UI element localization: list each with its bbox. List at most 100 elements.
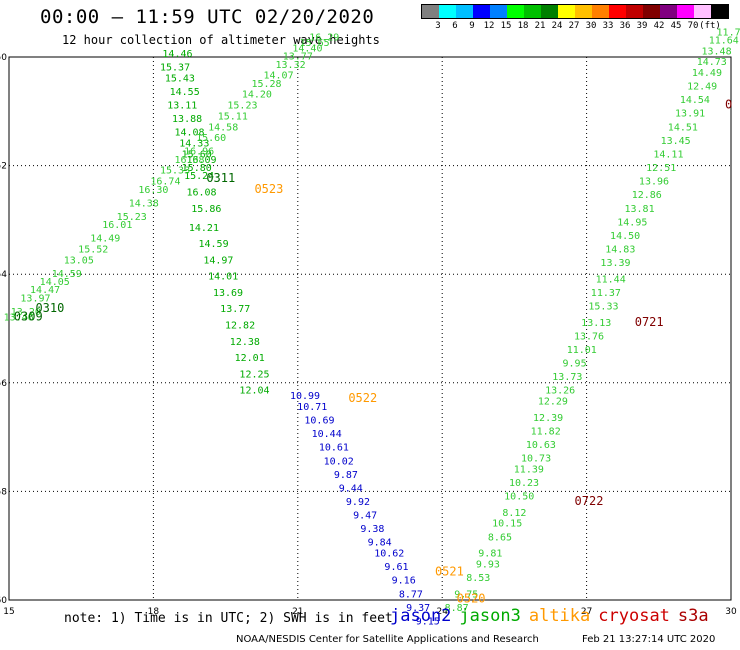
wave-height-value: 10.02	[324, 456, 354, 467]
legend-label: 12	[483, 21, 495, 31]
wave-height-value: 15.86	[191, 204, 221, 215]
wave-height-value: 14.20	[242, 90, 272, 101]
wave-height-value: 9.81	[478, 549, 502, 560]
wave-height-value: 16.08	[186, 187, 216, 198]
legend-swatch	[660, 5, 677, 18]
legend-swatch	[524, 5, 541, 18]
wave-height-value: 11.7	[717, 27, 740, 38]
x-tick-label: 15	[3, 607, 14, 617]
wave-height-value: 13.45	[661, 136, 691, 147]
legend-swatch	[541, 5, 558, 18]
y-tick-label: -50	[0, 53, 7, 63]
satellite-name: s3a	[677, 606, 709, 626]
legend-label: 3	[435, 21, 441, 31]
credit-line: NOAA/NESDIS Center for Satellite Applica…	[236, 634, 539, 645]
wave-height-value: 13.91	[675, 109, 705, 120]
wave-height-value: 9.44	[339, 483, 363, 494]
wave-height-value: 16.30	[138, 185, 168, 196]
track-label: 0522	[348, 391, 377, 405]
legend-label: 24	[551, 21, 563, 31]
wave-height-value: 12.04	[239, 386, 269, 397]
generated-timestamp: Feb 21 13:27:14 UTC 2020	[582, 634, 716, 645]
wave-height-value: 9.75	[454, 589, 478, 600]
satellite-name: altika	[528, 606, 591, 626]
wave-height-value: 9.84	[368, 538, 392, 549]
wave-height-value: 16.29	[309, 33, 339, 44]
wave-height-value: 10.73	[521, 454, 551, 465]
wave-height-value: 14.73	[697, 57, 727, 68]
wave-height-value: 13.26	[545, 386, 575, 397]
wave-height-value: 14.01	[208, 272, 238, 283]
wave-height-value: 13.69	[213, 288, 243, 299]
wave-height-value: 9.95	[563, 359, 587, 370]
y-tick-label: -54	[0, 270, 7, 280]
wave-height-value: 15.43	[165, 73, 195, 84]
track-label: 0311	[206, 171, 235, 185]
x-tick-label: 21	[292, 607, 303, 617]
satellite-name: jason2	[390, 606, 452, 626]
wave-height-value: 15.23	[227, 101, 257, 112]
legend-swatch	[609, 5, 626, 18]
wave-height-value: 14.05	[40, 277, 70, 288]
legend-label: 27	[568, 21, 580, 31]
wave-height-value: 12.82	[225, 321, 255, 332]
y-tick-label: -56	[0, 379, 7, 389]
wave-height-value: 16.96	[184, 147, 214, 158]
chart-title: 00:00 – 11:59 UTC 02/20/2020	[40, 6, 375, 28]
legend-swatch	[456, 5, 473, 18]
track-label: 0	[725, 98, 732, 112]
x-tick-label: 18	[148, 607, 160, 617]
wave-height-value: 16.01	[102, 220, 132, 231]
legend-label: 21	[534, 21, 546, 31]
wave-height-value: 11.82	[531, 426, 561, 437]
wave-height-value: 13.13	[581, 318, 611, 329]
y-tick-label: -52	[0, 162, 7, 172]
legend-label: 30	[585, 21, 597, 31]
plot-frame	[8, 56, 732, 601]
legend-swatch	[575, 5, 592, 18]
wave-height-value: 12.25	[239, 369, 269, 380]
legend-swatch	[677, 5, 694, 18]
wave-height-value: 14.51	[668, 122, 698, 133]
legend-labels: 3 6 9 12 15 18 21 24 27 30 33 36 39 42 45 70 (ft)	[421, 19, 729, 33]
wave-height-value: 13.81	[624, 204, 654, 215]
wave-height-value: 15.80	[182, 163, 212, 174]
wave-height-value: 12.39	[533, 413, 563, 424]
legend-swatch	[507, 5, 524, 18]
track-label: 0309	[14, 309, 43, 323]
wave-height-value: 13.76	[574, 331, 604, 342]
x-tick-label: 27	[581, 607, 592, 617]
wave-height-value: 8.12	[502, 508, 526, 519]
wave-height-value: 8.65	[488, 532, 512, 543]
wave-height-value: 15.24	[184, 171, 214, 182]
wave-height-value: 13.05	[64, 255, 94, 266]
wave-height-value: 14.50	[610, 231, 640, 242]
wave-height-value: 14.59	[52, 269, 82, 280]
wave-height-value: 9.92	[346, 497, 370, 508]
legend-swatch	[626, 5, 643, 18]
x-tick-label: 30	[725, 607, 737, 617]
wave-height-value: 8.77	[399, 589, 423, 600]
wave-height-value: 14.55	[170, 87, 200, 98]
legend-label: 6	[452, 21, 458, 31]
wave-height-value: 10.69	[304, 416, 334, 427]
wave-height-value: 14.33	[179, 139, 209, 150]
wave-height-value: 13.73	[552, 372, 582, 383]
legend-label: 39	[636, 21, 648, 31]
wave-height-value: 9.61	[384, 562, 408, 573]
wave-height-value: 16.09	[186, 155, 216, 166]
track-label: 0310	[35, 301, 64, 315]
legend-swatch	[422, 5, 439, 18]
wave-height-value: 14.59	[199, 239, 229, 250]
wave-height-value: 13.88	[172, 114, 202, 125]
wave-height-value: 14.21	[189, 223, 219, 234]
wave-height-value: 14.95	[617, 217, 647, 228]
wave-height-value: 9.93	[476, 559, 500, 570]
wave-height-value: 8.87	[445, 603, 469, 614]
wave-height-value: 12.38	[230, 337, 260, 348]
legend-swatch	[711, 5, 728, 18]
wave-height-value: 9.38	[360, 524, 384, 535]
wave-height-value: 15.33	[160, 166, 190, 177]
wave-height-value: 10.99	[290, 391, 320, 402]
